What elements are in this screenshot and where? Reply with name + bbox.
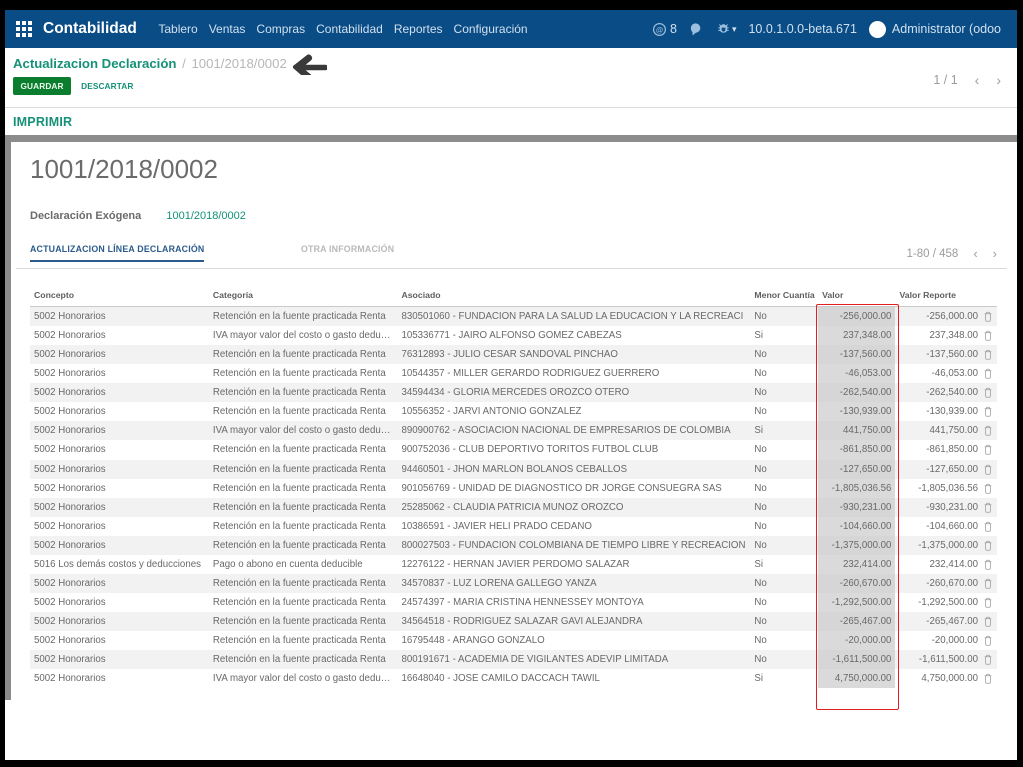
svg-text:@: @: [656, 25, 664, 34]
